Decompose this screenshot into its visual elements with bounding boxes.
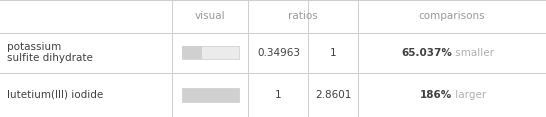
Text: 2.8601: 2.8601 — [315, 90, 351, 100]
Bar — [181, 46, 239, 59]
Bar — [181, 46, 201, 59]
Text: 1: 1 — [330, 48, 336, 58]
Text: 0.34963: 0.34963 — [257, 48, 300, 58]
Text: lutetium(III) iodide: lutetium(III) iodide — [7, 90, 103, 100]
Text: potassium
sulfite dihydrate: potassium sulfite dihydrate — [7, 42, 92, 63]
Text: larger: larger — [452, 90, 486, 100]
Text: 186%: 186% — [419, 90, 452, 100]
Text: smaller: smaller — [452, 48, 494, 58]
Text: ratios: ratios — [288, 11, 318, 21]
Text: 1: 1 — [275, 90, 282, 100]
Text: 65.037%: 65.037% — [401, 48, 452, 58]
Text: comparisons: comparisons — [418, 11, 485, 21]
Bar — [181, 88, 239, 102]
Text: visual: visual — [195, 11, 225, 21]
